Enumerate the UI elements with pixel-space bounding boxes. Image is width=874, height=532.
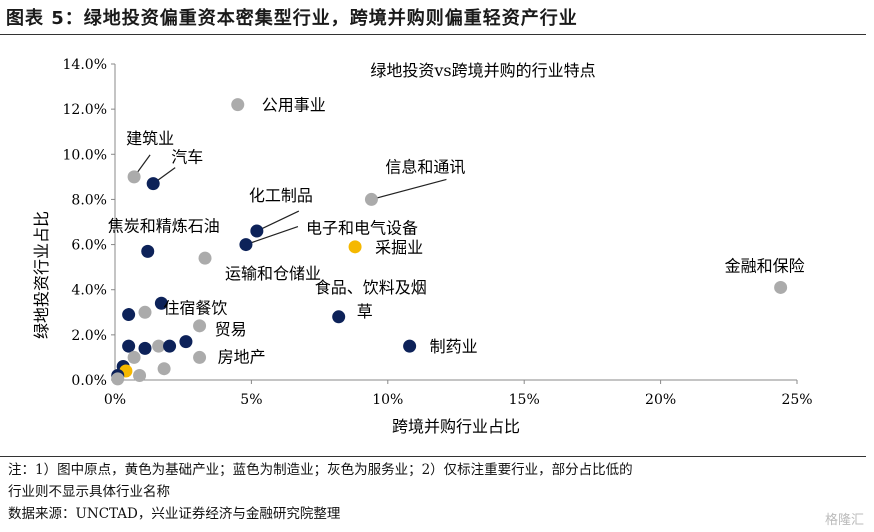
y-tick-label: 14.0% [63, 57, 107, 73]
scatter-point [133, 368, 147, 382]
x-axis-label: 跨境并购行业占比 [392, 417, 520, 436]
scatter-point [231, 98, 245, 112]
scatter-point [193, 350, 207, 364]
y-tick-label: 12.0% [63, 102, 107, 118]
point-label: 运输和仓储业 [225, 264, 321, 283]
y-tick-label: 4.0% [71, 283, 107, 299]
point-label: 住宿餐饮 [163, 298, 227, 317]
scatter-point [403, 339, 417, 353]
scatter-point [138, 305, 152, 319]
data-points [111, 98, 788, 386]
scatter-point [239, 238, 253, 252]
figure-title: 图表 5：绿地投资偏重资本密集型行业，跨境并购则偏重轻资产行业 [6, 8, 578, 29]
scatter-point [152, 339, 166, 353]
point-label: 信息和通讯 [385, 157, 465, 176]
point-label: 公用事业 [262, 96, 326, 115]
scatter-point [198, 251, 212, 265]
point-label: 焦炭和精炼石油 [108, 216, 220, 235]
notes-rule [0, 456, 866, 457]
point-label: 化工制品 [249, 186, 313, 205]
scatter-point [138, 341, 152, 355]
scatter-point [154, 296, 168, 310]
point-label: 制药业 [430, 337, 478, 356]
scatter-point [127, 350, 141, 364]
scatter-point [193, 319, 207, 333]
scatter-point [364, 192, 378, 206]
x-tick-label: 20% [645, 392, 676, 408]
scatter-point [127, 170, 141, 184]
y-axis-label: 绿地投资行业占比 [32, 211, 51, 339]
x-tick-label: 0% [104, 392, 126, 408]
note-line-2: 行业则不显示具体行业名称 [8, 484, 170, 500]
watermark-logo: 格隆汇 [824, 513, 864, 528]
scatter-point [774, 280, 788, 294]
point-label: 食品、饮料及烟 [315, 278, 427, 297]
scatter-point [111, 372, 125, 386]
scatter-point [348, 240, 362, 254]
scatter-point [122, 308, 136, 322]
notes-block: 注：1）图中原点，黄色为基础产业；蓝色为制造业；灰色为服务业；2）仅标注重要行业… [8, 459, 868, 525]
point-label: 电子和电气设备 [306, 219, 418, 238]
scatter-point [141, 244, 155, 258]
source-line: 数据来源：UNCTAD，兴业证券经济与金融研究院整理 [8, 506, 341, 522]
scatter-point [250, 224, 264, 238]
x-ticks: 0% 5% 10% 15% 20% 25% [104, 380, 813, 408]
x-tick-label: 15% [509, 392, 540, 408]
leader-line [256, 210, 300, 232]
scatter-point [157, 362, 171, 376]
y-ticks: 0.0% 2.0% 4.0% 6.0% 8.0% 10.0% 12.0% 14.0% [63, 57, 115, 389]
y-tick-label: 6.0% [71, 238, 107, 254]
scatter-chart: 绿地投资vs跨境并购的行业特点 0.0% 2.0% 4.0% 6.0% 8.0% 10.0… [32, 57, 813, 436]
x-tick-label: 10% [372, 392, 403, 408]
scatter-point [146, 177, 160, 191]
note-line-1: 注：1）图中原点，黄色为基础产业；蓝色为制造业；灰色为服务业；2）仅标注重要行业… [8, 462, 633, 478]
x-tick-label: 25% [781, 392, 812, 408]
x-tick-label: 5% [240, 392, 262, 408]
scatter-point [122, 339, 136, 353]
point-label: 建筑业 [126, 129, 174, 148]
scatter-point [179, 335, 193, 349]
point-label: 采掘业 [375, 238, 423, 257]
leader-line [245, 226, 299, 246]
leader-line [371, 178, 447, 201]
point-label: 金融和保险 [725, 256, 805, 275]
y-tick-label: 10.0% [63, 147, 107, 163]
scatter-point [332, 310, 346, 324]
y-tick-label: 2.0% [71, 328, 107, 344]
title-rule [0, 34, 866, 35]
point-label: 草 [357, 302, 373, 321]
chart-title: 绿地投资vs跨境并购的行业特点 [370, 61, 595, 80]
y-tick-label: 8.0% [71, 192, 107, 208]
scatter-point [163, 339, 177, 353]
point-label: 汽车 [171, 148, 203, 167]
point-label: 房地产 [218, 347, 266, 366]
point-label: 贸易 [215, 320, 247, 339]
y-tick-label: 0.0% [71, 373, 107, 389]
